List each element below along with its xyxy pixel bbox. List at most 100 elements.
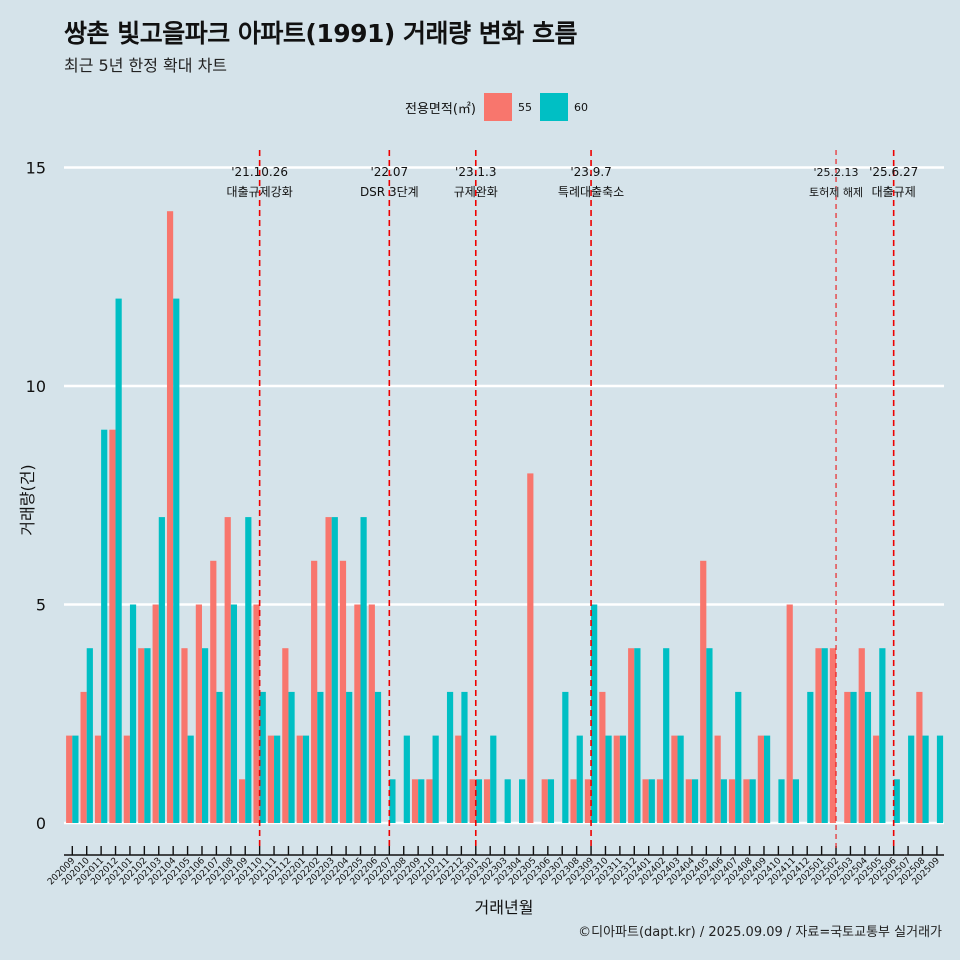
bar-55-202404 — [685, 779, 692, 823]
bar-60-202202 — [317, 691, 324, 823]
event-label-4: 특례대출축소 — [558, 185, 624, 199]
bar-55-202403 — [671, 735, 678, 823]
event-label-3: 규제완화 — [454, 185, 498, 199]
bar-55-202203 — [325, 517, 332, 823]
bar-55-202102 — [138, 648, 145, 823]
bar-60-202206 — [374, 691, 382, 823]
bar-60-202211 — [446, 691, 454, 823]
legend-swatch-60 — [539, 93, 568, 121]
bar-60-202102 — [144, 648, 151, 823]
bar-55-202308 — [570, 779, 577, 823]
event-label-5: 토허제 해제 — [809, 185, 863, 199]
bar-55-202411 — [786, 604, 793, 823]
bar-55-202406 — [714, 735, 721, 823]
bar-55-202201 — [296, 735, 303, 823]
bar-60-202112 — [288, 691, 295, 823]
chart-subtitle: 최근 5년 한정 확대 차트 — [64, 56, 228, 75]
bar-55-202111 — [267, 735, 275, 823]
bar-60-202210 — [432, 735, 439, 823]
bar-60-202302 — [490, 735, 497, 823]
bar-60-202205 — [360, 517, 367, 823]
event-date-2: '22.07 — [370, 165, 408, 179]
bar-55-202301 — [469, 779, 476, 823]
bar-55-202409 — [757, 735, 764, 823]
bar-55-202110 — [253, 604, 260, 823]
bar-60-202103 — [158, 517, 165, 823]
bar-60-202410 — [778, 779, 785, 823]
bar-60-202301 — [475, 779, 482, 823]
bar-60-202012 — [115, 298, 122, 824]
bar-60-202504 — [864, 691, 872, 823]
bar-55-202112 — [282, 648, 289, 823]
y-tick-label-0: 0 — [36, 814, 46, 833]
y-axis-title: 거래량(건) — [18, 464, 37, 535]
bar-55-202106 — [195, 604, 202, 823]
legend-swatch-55 — [483, 93, 512, 121]
bar-60-202306 — [547, 779, 555, 823]
event-label-2: DSR 3단계 — [360, 185, 419, 199]
x-axis-title: 거래년월 — [475, 898, 534, 917]
bar-60-202307 — [562, 691, 569, 823]
bar-60-202009 — [72, 735, 79, 823]
bar-60-202212 — [461, 691, 468, 823]
bar-55-202010 — [80, 691, 87, 823]
bar-55-202408 — [743, 779, 750, 823]
bar-60-202310 — [605, 735, 612, 823]
chart-title: 쌍촌 빛고을파크 아파트(1991) 거래량 변화 흐름 — [64, 19, 577, 48]
bar-60-202308 — [576, 735, 583, 823]
bar-60-202407 — [735, 691, 742, 823]
bar-60-202010 — [86, 648, 93, 823]
bar-60-202101 — [129, 604, 137, 823]
event-date-4: '23.9.7 — [570, 165, 611, 179]
bar-55-202407 — [728, 779, 736, 823]
event-date-5: '25.2.13 — [814, 166, 859, 179]
bar-55-202501 — [815, 648, 822, 823]
event-date-1: '21.10.26 — [231, 165, 288, 179]
bar-60-202011 — [101, 429, 108, 823]
source-caption: ©디아파트(dapt.kr) / 2025.09.09 / 자료=국토교통부 실… — [578, 925, 942, 940]
bar-55-202212 — [455, 735, 462, 823]
legend-label-55: 55 — [517, 100, 532, 114]
bar-60-202505 — [879, 648, 886, 823]
bar-60-202501 — [821, 648, 828, 823]
bar-60-202409 — [763, 735, 771, 823]
event-label-6: 대출규제 — [872, 185, 916, 199]
bar-55-202401 — [642, 779, 649, 823]
legend-label-60: 60 — [573, 100, 588, 114]
bar-55-202309 — [584, 779, 592, 823]
bar-60-202207 — [389, 779, 396, 823]
bar-55-202306 — [541, 779, 548, 823]
bar-55-202204 — [339, 560, 347, 823]
event-label-1: 대출규제강화 — [227, 185, 293, 199]
bar-55-202504 — [858, 648, 865, 823]
bar-60-202203 — [331, 517, 338, 823]
bar-60-202403 — [677, 735, 684, 823]
event-date-3: '23.1.3 — [455, 165, 496, 179]
bar-60-202303 — [504, 779, 511, 823]
bar-55-202009 — [66, 735, 73, 823]
bar-55-202105 — [181, 648, 188, 823]
bar-55-202310 — [599, 691, 606, 823]
bar-60-202311 — [619, 735, 627, 823]
bar-55-202311 — [613, 735, 620, 823]
y-tick-label-10: 10 — [26, 377, 46, 396]
bar-55-202206 — [368, 604, 375, 823]
bar-60-202106 — [201, 648, 209, 823]
bar-55-202508 — [916, 691, 923, 823]
bar-60-202209 — [418, 779, 425, 823]
bar-55-202107 — [210, 560, 217, 823]
bar-60-202111 — [274, 735, 281, 823]
bar-55-202108 — [224, 517, 231, 823]
bar-60-202110 — [259, 691, 266, 823]
bar-60-202309 — [591, 604, 598, 823]
bar-60-202406 — [720, 779, 727, 823]
bar-60-202107 — [216, 691, 223, 823]
bar-55-202312 — [628, 648, 635, 823]
event-date-6: '25.6.27 — [869, 165, 918, 179]
bar-55-202011 — [94, 735, 102, 823]
bar-60-202508 — [922, 735, 929, 823]
bar-55-202209 — [411, 779, 419, 823]
bar-60-202304 — [519, 779, 526, 823]
bar-60-202408 — [749, 779, 756, 823]
bar-60-202204 — [346, 691, 353, 823]
